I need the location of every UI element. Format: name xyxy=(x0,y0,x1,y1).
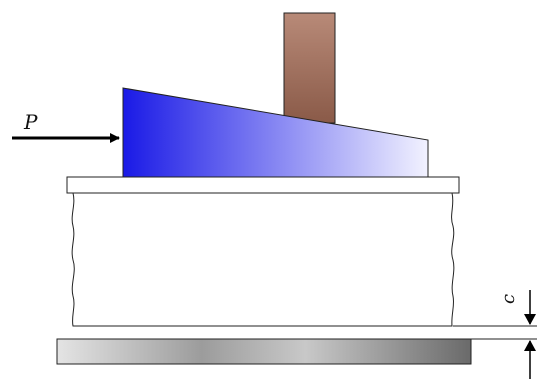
body-block xyxy=(71,192,455,327)
wedge xyxy=(122,87,429,178)
base-plate xyxy=(56,338,472,365)
top-plate xyxy=(66,176,460,194)
plunger-rod xyxy=(283,12,336,124)
force-label: P xyxy=(23,110,38,134)
clearance-arrow-down xyxy=(524,314,536,325)
clearance-label: c xyxy=(498,294,519,304)
clearance-arrow-up xyxy=(524,340,536,351)
